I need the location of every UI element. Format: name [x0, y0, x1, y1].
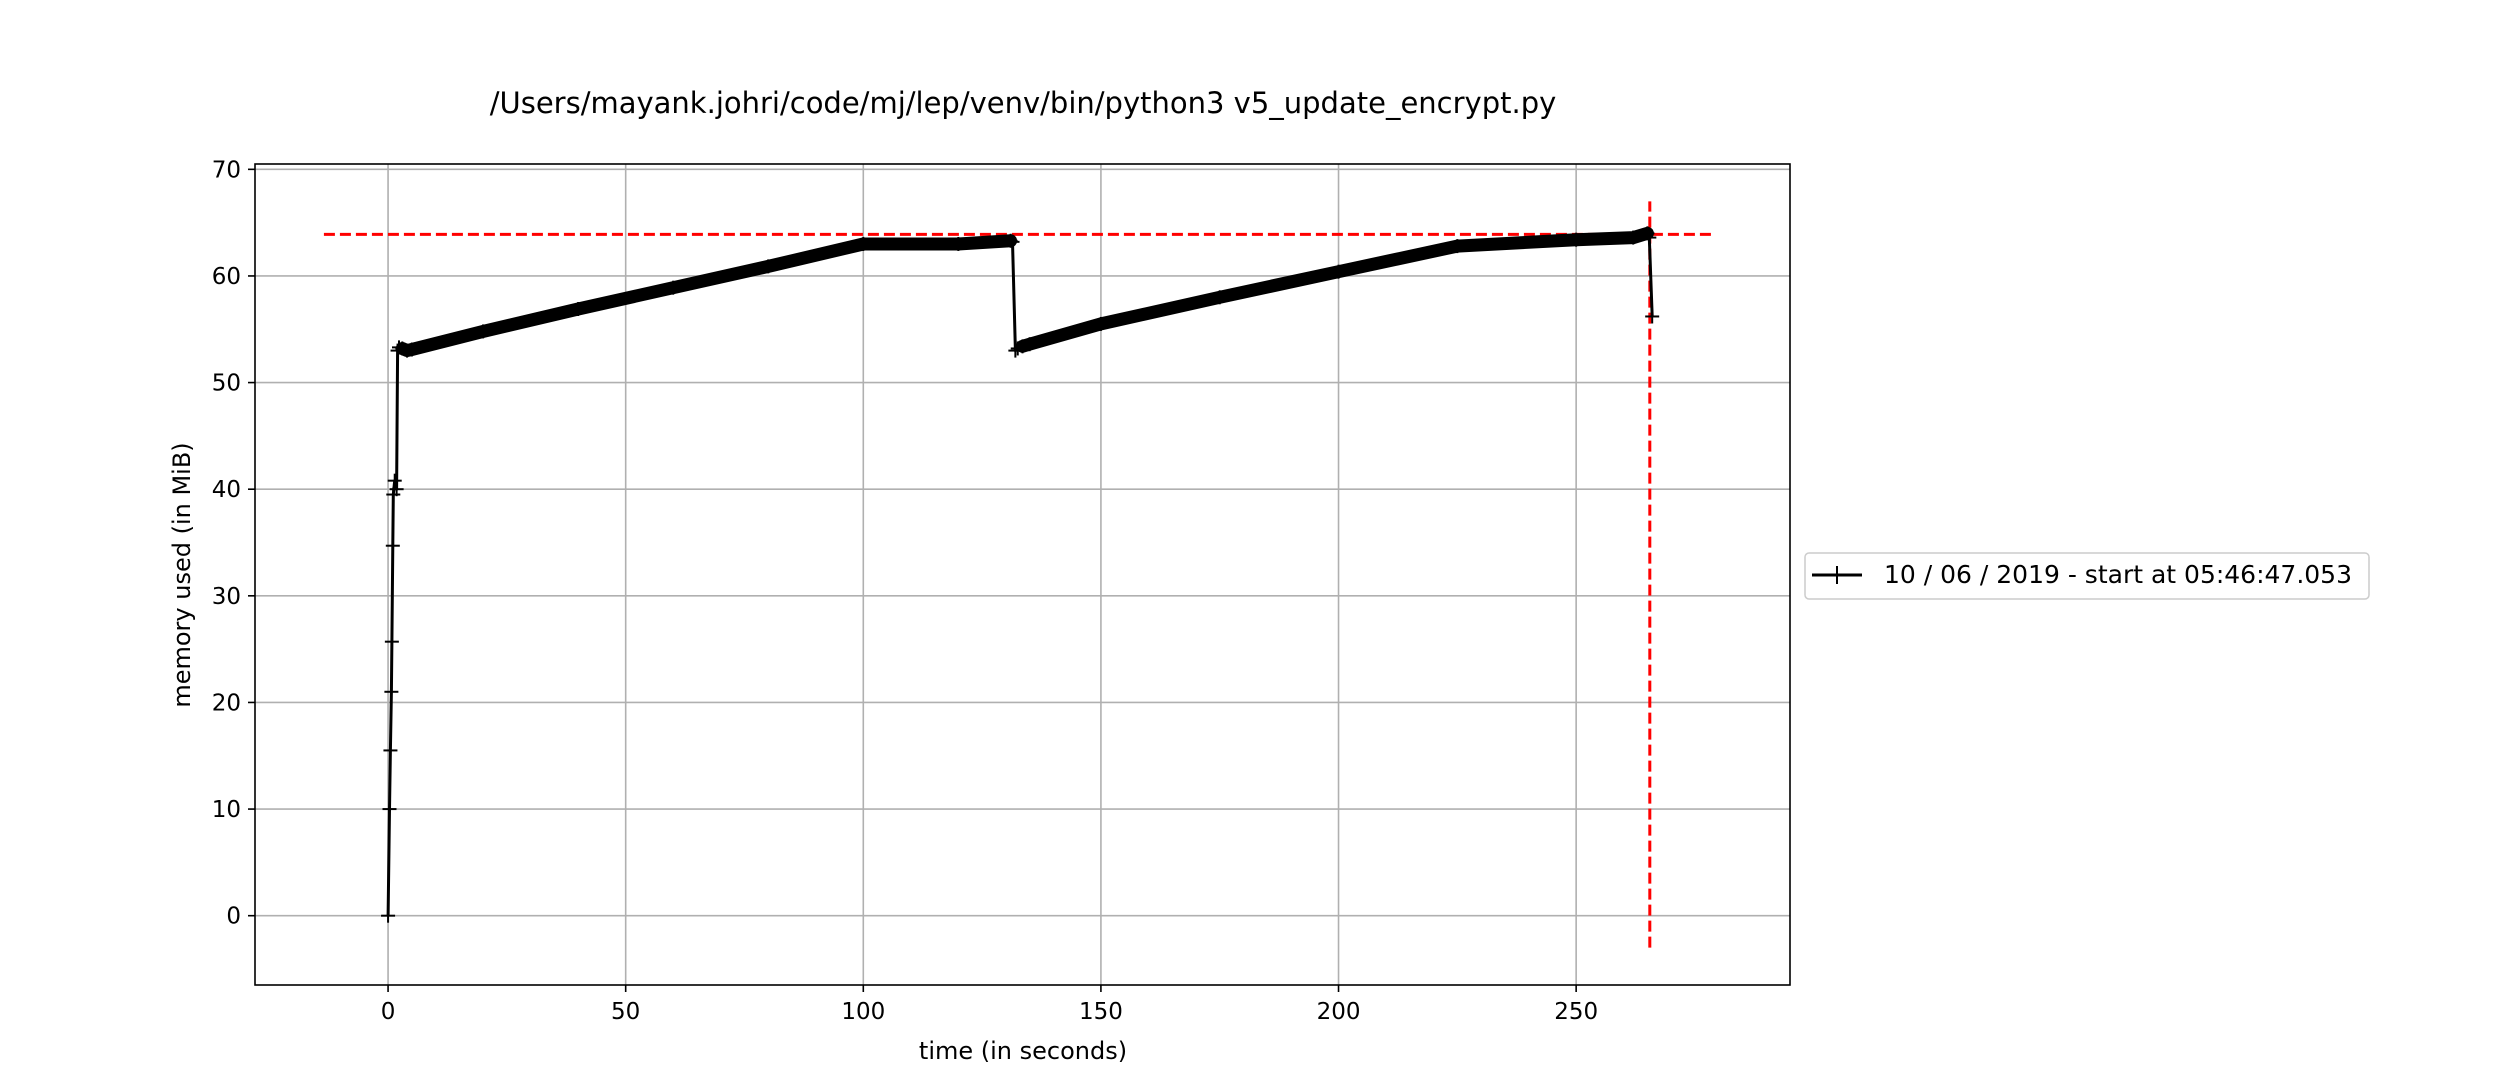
y-tick-label: 60 [212, 264, 241, 290]
data-point-marker [1450, 239, 1465, 254]
data-point-marker [384, 634, 399, 649]
y-tick-label: 50 [212, 371, 241, 397]
axis-ticks: 0 50 100 150 200 250 0 10 20 30 40 50 60 70 [212, 157, 1598, 1025]
legend-label: 10 / 06 / 2019 - start at 05:46:47.053 [1884, 560, 2352, 589]
y-tick-label: 70 [212, 157, 241, 183]
x-tick-label: 50 [611, 999, 640, 1025]
data-point-marker [1008, 343, 1023, 358]
data-point-marker [1212, 290, 1227, 305]
data-point-marker [391, 340, 406, 355]
data-point-marker [387, 473, 402, 488]
x-tick-label: 0 [381, 999, 396, 1025]
data-point-marker [1005, 234, 1020, 249]
data-point-marker [1626, 230, 1641, 245]
data-point-marker [383, 743, 398, 758]
x-tick-label: 200 [1317, 999, 1361, 1025]
x-tick-label: 250 [1554, 999, 1598, 1025]
threshold-lines [323, 201, 1714, 948]
grid-lines [255, 164, 1790, 985]
data-point-marker [382, 802, 397, 817]
data-point-marker [1569, 232, 1584, 247]
data-point-marker [385, 538, 400, 553]
y-tick-label: 10 [212, 797, 241, 823]
data-point-marker [404, 342, 419, 357]
x-tick-label: 150 [1079, 999, 1123, 1025]
y-tick-label: 20 [212, 690, 241, 716]
data-point-marker [666, 280, 681, 295]
chart-title: /Users/mayank.johri/code/mj/lep/venv/bin… [490, 86, 1557, 120]
y-tick-label: 40 [212, 477, 241, 503]
data-point-marker [381, 908, 396, 923]
data-point-marker [389, 482, 404, 497]
legend-box [1804, 552, 2370, 600]
y-tick-label: 0 [226, 904, 241, 930]
series-dense-band [395, 234, 1018, 358]
data-point-marker [1331, 264, 1346, 279]
data-point-marker [856, 236, 871, 251]
x-tick-label: 100 [841, 999, 885, 1025]
y-tick-label: 30 [212, 584, 241, 610]
data-point-marker [1015, 339, 1030, 354]
data-point-marker [1093, 316, 1108, 331]
series-layer [381, 226, 1660, 923]
data-point-marker [951, 236, 966, 251]
series-dense-band [1016, 226, 1654, 353]
y-axis-label: memory used (in MiB) [168, 442, 196, 707]
legend: 10 / 06 / 2019 - start at 05:46:47.053 [1804, 552, 2370, 600]
data-point-marker [1003, 233, 1018, 248]
series-line [386, 231, 1654, 916]
data-point-marker [384, 684, 399, 699]
data-point-marker [1642, 230, 1657, 245]
data-point-marker [1022, 337, 1037, 352]
data-point-marker [476, 324, 491, 339]
data-point-marker [1645, 309, 1660, 324]
plot-frame [254, 163, 1791, 986]
data-point-marker [761, 259, 776, 274]
x-axis-label: time (in seconds) [919, 1037, 1127, 1065]
data-point-marker [571, 302, 586, 317]
